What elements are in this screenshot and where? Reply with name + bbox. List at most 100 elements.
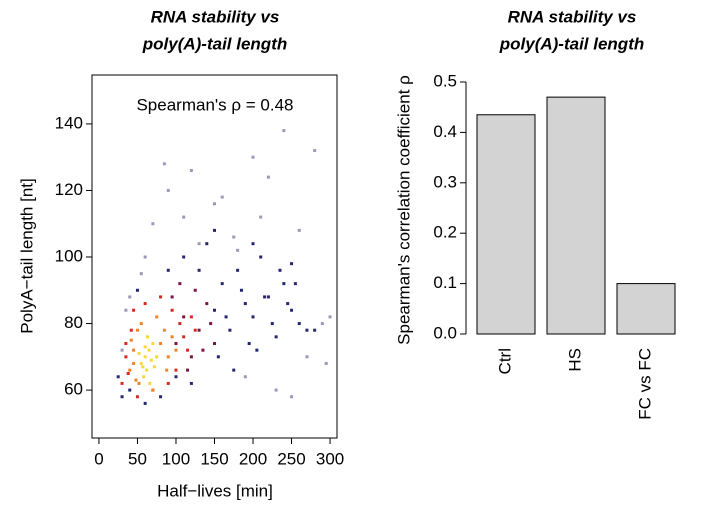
point (313, 149, 317, 153)
point (282, 129, 286, 133)
point (129, 338, 133, 342)
point (232, 235, 236, 239)
point (166, 355, 170, 359)
y-tick-label: 140 (55, 113, 83, 132)
point (259, 215, 263, 219)
point (135, 288, 139, 292)
point (135, 328, 139, 332)
point (209, 322, 213, 326)
y-axis-label: PolyA−tail length [nt] (17, 178, 36, 333)
point (266, 175, 270, 179)
point (149, 358, 153, 362)
y-tick-label: 0.2 (433, 223, 457, 242)
point (166, 188, 170, 192)
point (159, 395, 163, 399)
point (143, 401, 147, 405)
point (290, 308, 294, 312)
point (290, 262, 294, 266)
plot-frame (91, 74, 338, 439)
point (259, 255, 263, 259)
chart-title: poly(A)-tail length (499, 34, 644, 53)
point (213, 308, 216, 312)
chart-title: RNA stability vs (151, 7, 280, 26)
point (213, 342, 216, 346)
point (155, 355, 159, 359)
point (120, 381, 124, 385)
point (120, 395, 124, 399)
point (228, 328, 232, 332)
y-tick-label: 120 (55, 180, 83, 199)
point (193, 328, 197, 332)
point (174, 342, 178, 346)
bar (546, 96, 606, 335)
point (178, 282, 182, 286)
point (139, 361, 143, 365)
point (313, 328, 317, 332)
point (290, 395, 294, 399)
point (182, 335, 186, 339)
point (197, 242, 201, 246)
point (139, 322, 143, 326)
point (135, 395, 139, 399)
y-tick-label: 100 (55, 246, 83, 265)
point (182, 255, 186, 259)
point (148, 381, 152, 385)
y-tick-label: 60 (64, 380, 83, 399)
point (236, 268, 240, 272)
chart-title: poly(A)-tail length (142, 34, 287, 53)
point (128, 295, 132, 299)
point (174, 368, 178, 372)
point (174, 375, 178, 379)
point (151, 342, 155, 346)
point (305, 328, 309, 332)
point (174, 348, 178, 352)
point (170, 308, 174, 312)
point (155, 315, 159, 319)
point (189, 168, 193, 172)
point (243, 302, 247, 306)
point (145, 335, 149, 339)
point (124, 342, 128, 346)
point (274, 388, 278, 392)
x-tick-label: FC vs FC (635, 348, 654, 420)
point (232, 368, 236, 372)
point (166, 268, 170, 272)
y-tick-label: 0.5 (433, 71, 457, 90)
point (297, 322, 301, 326)
x-tick-label: HS (565, 348, 584, 372)
point (220, 195, 224, 199)
point (159, 295, 163, 299)
point (141, 365, 145, 369)
bar (616, 283, 676, 335)
point (116, 375, 120, 379)
point (128, 388, 132, 392)
point (137, 381, 141, 385)
point (324, 361, 328, 365)
point (137, 351, 141, 355)
point (216, 355, 220, 359)
x-tick-label: 100 (162, 449, 190, 468)
point (236, 248, 240, 252)
bar (476, 114, 536, 335)
point (239, 288, 243, 292)
point (186, 348, 190, 352)
point (139, 272, 143, 276)
x-tick-label: 200 (239, 449, 267, 468)
point (320, 322, 324, 326)
point (266, 295, 270, 299)
point (189, 381, 193, 385)
chart-title: RNA stability vs (508, 7, 637, 26)
point (328, 315, 332, 319)
point (189, 355, 193, 359)
point (305, 355, 309, 359)
point (132, 348, 136, 352)
point (147, 348, 151, 352)
y-axis-label: Spearman's correlation coefficient ρ (394, 75, 413, 345)
point (170, 295, 174, 299)
point (297, 228, 301, 232)
point (162, 328, 166, 332)
point (251, 242, 255, 246)
point (126, 371, 130, 375)
x-axis-label: Half−lives [min] (157, 481, 273, 500)
